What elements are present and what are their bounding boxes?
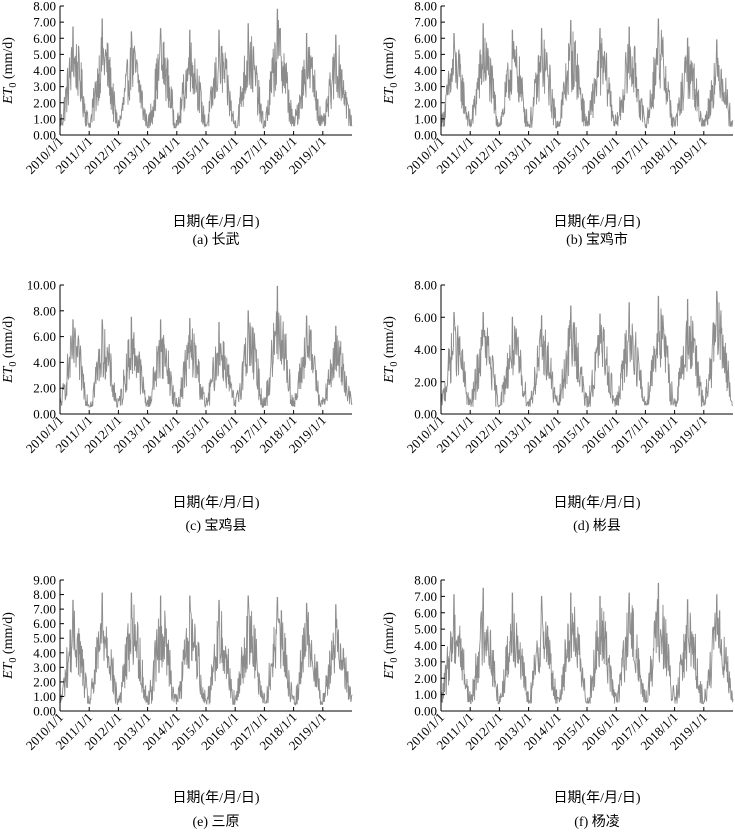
- y-tick-label: 3.00: [33, 79, 56, 94]
- et0-series-line: [440, 18, 734, 129]
- y-tick-label: 7.00: [33, 602, 56, 617]
- y-tick-label: 10.00: [27, 278, 56, 293]
- y-tick-label: 8.00: [33, 0, 56, 14]
- y-axis-label-subscript: 0: [389, 83, 400, 88]
- y-tick-label: 5.00: [33, 47, 56, 62]
- chart-panel: 0.001.002.003.004.005.006.007.008.009.00…: [1, 573, 353, 830]
- y-axis-label-subscript: 0: [389, 658, 400, 663]
- y-tick-label: 2.00: [414, 671, 437, 686]
- y-tick-label: 8.00: [33, 587, 56, 602]
- y-tick-label: 4.00: [414, 63, 437, 78]
- y-tick-label: 5.00: [33, 631, 56, 646]
- panel-caption: (b) 宝鸡市: [566, 231, 628, 248]
- chart-panel: 0.001.002.003.004.005.006.007.008.002010…: [382, 573, 734, 830]
- y-tick-label: 8.00: [414, 0, 437, 14]
- y-axis-label-symbol: ET: [1, 86, 16, 105]
- y-tick-label: 2.00: [33, 381, 56, 396]
- y-axis-label-symbol: ET: [1, 365, 16, 384]
- y-tick-label: 4.00: [414, 638, 437, 653]
- y-axis-label-symbol: ET: [1, 661, 16, 680]
- chart-panel: 0.001.002.003.004.005.006.007.008.002010…: [382, 0, 734, 248]
- y-tick-label: 7.00: [414, 589, 437, 604]
- et0-series-line: [440, 291, 733, 408]
- y-tick-label: 6.00: [33, 616, 56, 631]
- y-tick-label: 7.00: [414, 15, 437, 30]
- y-tick-label: 2.00: [414, 95, 437, 110]
- y-tick-label: 0.00: [414, 407, 437, 422]
- y-axis-label: ET0 (mm/d): [1, 612, 19, 680]
- y-tick-label: 1.00: [33, 111, 56, 126]
- y-axis-label: ET0 (mm/d): [382, 316, 400, 384]
- x-axis-label: 日期(年/月/日): [553, 214, 640, 230]
- y-axis-label: ET0 (mm/d): [1, 37, 19, 105]
- y-tick-label: 3.00: [414, 79, 437, 94]
- et0-series-line: [440, 582, 734, 705]
- y-axis-label-symbol: ET: [382, 86, 397, 105]
- y-axis-label-unit: (mm/d): [1, 612, 16, 658]
- y-tick-label: 2.00: [414, 374, 437, 389]
- y-tick-label: 8.00: [414, 278, 437, 293]
- y-tick-label: 8.00: [33, 303, 56, 318]
- y-axis-label-subscript: 0: [389, 362, 400, 367]
- y-tick-label: 1.00: [33, 689, 56, 704]
- chart-panel: 0.002.004.006.008.0010.002010/1/12011/1/…: [1, 278, 353, 534]
- y-tick-label: 4.00: [414, 342, 437, 357]
- y-tick-label: 6.00: [414, 310, 437, 325]
- et0-series-line: [59, 285, 353, 409]
- chart-panel: 0.001.002.003.004.005.006.007.008.002010…: [1, 0, 353, 248]
- y-tick-label: 4.00: [33, 355, 56, 370]
- y-tick-label: 5.00: [414, 622, 437, 637]
- et0-series-line: [59, 8, 353, 130]
- y-tick-label: 0.00: [414, 704, 437, 719]
- y-axis-label-unit: (mm/d): [382, 37, 397, 83]
- y-tick-label: 0.00: [33, 704, 56, 719]
- x-axis-label: 日期(年/月/日): [172, 214, 259, 230]
- y-axis-label: ET0 (mm/d): [382, 37, 400, 105]
- panel-caption: (a) 长武: [192, 232, 239, 248]
- y-axis-label-subscript: 0: [8, 658, 19, 663]
- y-axis-label: ET0 (mm/d): [1, 316, 19, 384]
- x-axis-label: 日期(年/月/日): [553, 790, 640, 806]
- y-tick-label: 1.00: [414, 111, 437, 126]
- x-axis-label: 日期(年/月/日): [553, 495, 640, 511]
- y-tick-label: 4.00: [33, 63, 56, 78]
- y-tick-label: 6.00: [414, 31, 437, 46]
- y-tick-label: 0.00: [33, 407, 56, 422]
- y-tick-label: 5.00: [414, 47, 437, 62]
- y-tick-label: 6.00: [33, 329, 56, 344]
- y-tick-label: 8.00: [414, 573, 437, 588]
- y-tick-label: 2.00: [33, 95, 56, 110]
- y-tick-label: 6.00: [33, 31, 56, 46]
- y-axis-label: ET0 (mm/d): [382, 612, 400, 680]
- y-tick-label: 0.00: [33, 128, 56, 143]
- panel-caption: (d) 彬县: [573, 518, 621, 534]
- y-tick-label: 3.00: [33, 660, 56, 675]
- y-axis-label-unit: (mm/d): [382, 316, 397, 362]
- y-tick-label: 1.00: [414, 687, 437, 702]
- panel-caption: (f) 杨凌: [574, 814, 620, 830]
- y-tick-label: 3.00: [414, 654, 437, 669]
- y-axis-label-unit: (mm/d): [382, 612, 397, 658]
- y-axis-label-symbol: ET: [382, 661, 397, 680]
- y-axis-label-unit: (mm/d): [1, 37, 16, 83]
- y-tick-label: 4.00: [33, 645, 56, 660]
- panel-caption: (e) 三原: [192, 815, 239, 830]
- y-axis-label-subscript: 0: [8, 362, 19, 367]
- y-tick-label: 9.00: [33, 573, 56, 588]
- panel-caption: (c) 宝鸡县: [185, 517, 246, 534]
- x-axis-label: 日期(年/月/日): [172, 790, 259, 806]
- y-axis-label-unit: (mm/d): [1, 316, 16, 362]
- chart-panel: 0.002.004.006.008.002010/1/12011/1/12012…: [382, 278, 733, 534]
- y-axis-label-subscript: 0: [8, 83, 19, 88]
- et0-series-line: [59, 592, 353, 707]
- y-tick-label: 0.00: [414, 128, 437, 143]
- y-tick-label: 6.00: [414, 605, 437, 620]
- y-axis-label-symbol: ET: [382, 365, 397, 384]
- x-axis-label: 日期(年/月/日): [172, 495, 259, 511]
- y-tick-label: 7.00: [33, 15, 56, 30]
- y-tick-label: 2.00: [33, 674, 56, 689]
